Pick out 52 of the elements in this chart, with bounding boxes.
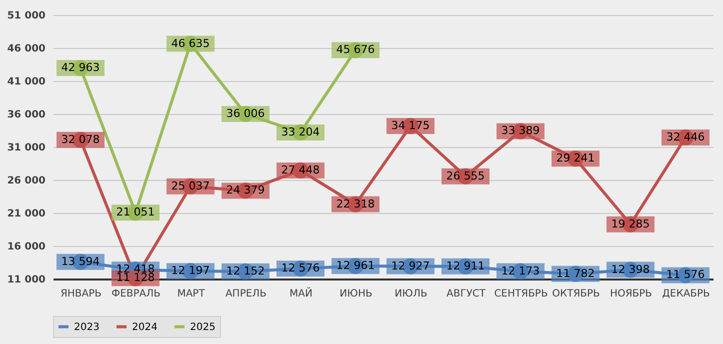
legend-label: 2023 (74, 322, 100, 333)
x-tick-label: ДЕКАБРЬ (662, 288, 710, 300)
data-label: 12 961 (336, 259, 375, 272)
y-tick-label: 46 000 (7, 44, 46, 54)
data-label: 29 241 (556, 152, 595, 165)
x-tick-label: ФЕВРАЛЬ (111, 288, 161, 300)
data-label: 19 285 (611, 217, 650, 230)
y-tick-label: 36 000 (7, 110, 46, 120)
data-label: 36 006 (226, 106, 265, 120)
data-label: 32 446 (666, 130, 705, 144)
data-label: 11 782 (556, 266, 595, 280)
data-label: 24 379 (226, 184, 265, 197)
data-label: 46 635 (171, 36, 210, 50)
data-label: 13 594 (61, 254, 100, 268)
data-label: 42 963 (61, 61, 100, 74)
y-tick-label: 16 000 (7, 242, 46, 252)
y-tick-label: 51 000 (7, 10, 46, 22)
data-label: 12 927 (391, 259, 430, 272)
data-label: 27 448 (281, 163, 320, 176)
data-label: 32 078 (61, 132, 100, 146)
x-tick-label: АПРЕЛЬ (225, 288, 267, 300)
x-tick-label: АВГУСТ (446, 288, 486, 300)
data-label: 11 576 (666, 268, 705, 282)
data-label: 45 676 (336, 43, 375, 56)
x-tick-label: ОКТЯБРЬ (552, 288, 600, 300)
y-tick-label: 26 000 (7, 176, 46, 186)
data-label: 33 389 (501, 124, 540, 138)
x-tick-label: ИЮНЬ (340, 288, 372, 300)
data-label: 21 051 (116, 206, 155, 219)
data-label: 26 555 (446, 169, 485, 182)
y-tick-label: 41 000 (7, 76, 46, 88)
data-label: 12 576 (281, 262, 320, 275)
data-label: 25 037 (171, 179, 210, 192)
x-tick-label: ИЮЛЬ (394, 288, 428, 300)
y-tick-label: 21 000 (7, 208, 46, 220)
data-label: 12 173 (501, 264, 540, 278)
data-label: 34 175 (391, 119, 430, 132)
data-label: 22 318 (336, 197, 375, 210)
data-label: 12 398 (611, 262, 650, 276)
data-label: 12 152 (226, 264, 265, 278)
x-tick-label: МАРТ (177, 288, 206, 300)
y-tick-label: 11 000 (7, 274, 46, 286)
legend-label: 2024 (132, 322, 158, 333)
x-tick-label: МАЙ (290, 286, 312, 300)
x-tick-label: ЯНВАРЬ (60, 288, 102, 300)
data-label: 12 911 (446, 259, 485, 272)
y-tick-label: 31 000 (7, 142, 46, 154)
x-tick-label: НОЯБРЬ (610, 288, 652, 300)
x-tick-label: СЕНТЯБРЬ (494, 288, 548, 300)
data-label: 33 204 (281, 125, 320, 138)
legend-label: 2025 (190, 322, 216, 333)
data-label: 12 197 (171, 264, 210, 278)
